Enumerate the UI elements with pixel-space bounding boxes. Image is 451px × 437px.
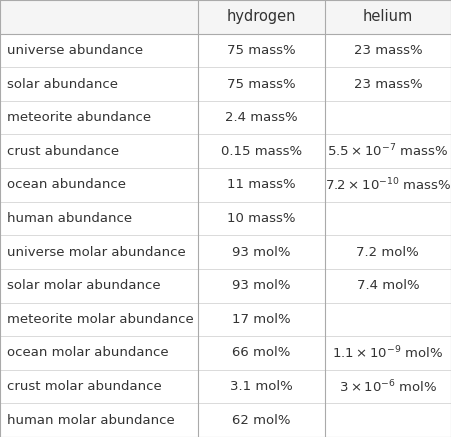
Text: ocean molar abundance: ocean molar abundance	[7, 347, 168, 360]
Text: 17 mol%: 17 mol%	[232, 313, 291, 326]
Text: universe abundance: universe abundance	[7, 44, 143, 57]
Text: 23 mass%: 23 mass%	[354, 77, 422, 90]
Text: 23 mass%: 23 mass%	[354, 44, 422, 57]
Text: 75 mass%: 75 mass%	[227, 77, 296, 90]
Text: meteorite abundance: meteorite abundance	[7, 111, 151, 124]
Text: $5.5\times10^{-7}$ mass%: $5.5\times10^{-7}$ mass%	[327, 143, 448, 160]
Text: $1.1\times10^{-9}$ mol%: $1.1\times10^{-9}$ mol%	[332, 345, 443, 361]
Text: 3.1 mol%: 3.1 mol%	[230, 380, 293, 393]
Text: $3\times10^{-6}$ mol%: $3\times10^{-6}$ mol%	[339, 378, 437, 395]
Text: crust molar abundance: crust molar abundance	[7, 380, 161, 393]
Text: ocean abundance: ocean abundance	[7, 178, 126, 191]
Text: helium: helium	[363, 9, 413, 24]
Text: universe molar abundance: universe molar abundance	[7, 246, 185, 259]
Text: 75 mass%: 75 mass%	[227, 44, 296, 57]
Text: crust abundance: crust abundance	[7, 145, 119, 158]
Text: 7.2 mol%: 7.2 mol%	[356, 246, 419, 259]
Text: meteorite molar abundance: meteorite molar abundance	[7, 313, 193, 326]
Text: 11 mass%: 11 mass%	[227, 178, 296, 191]
Text: solar molar abundance: solar molar abundance	[7, 279, 161, 292]
Text: 7.4 mol%: 7.4 mol%	[357, 279, 419, 292]
Text: 93 mol%: 93 mol%	[232, 279, 291, 292]
Text: 0.15 mass%: 0.15 mass%	[221, 145, 302, 158]
Text: 66 mol%: 66 mol%	[232, 347, 291, 360]
Text: human abundance: human abundance	[7, 212, 132, 225]
Text: $7.2\times10^{-10}$ mass%: $7.2\times10^{-10}$ mass%	[325, 177, 451, 193]
Text: 10 mass%: 10 mass%	[227, 212, 296, 225]
Text: 93 mol%: 93 mol%	[232, 246, 291, 259]
Text: hydrogen: hydrogen	[227, 9, 296, 24]
Text: 2.4 mass%: 2.4 mass%	[225, 111, 298, 124]
Bar	[0, 0, 451, 34]
Text: 62 mol%: 62 mol%	[232, 414, 291, 427]
Text: human molar abundance: human molar abundance	[7, 414, 175, 427]
Text: solar abundance: solar abundance	[7, 77, 118, 90]
